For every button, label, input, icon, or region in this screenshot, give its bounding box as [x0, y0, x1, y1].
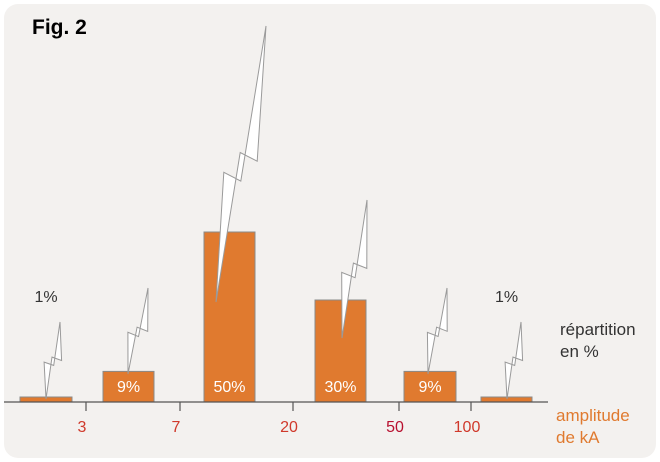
bar-value-label-5: 1% [495, 289, 518, 306]
y-axis-label-line-1: répartition [560, 320, 636, 339]
bar-value-label-2: 50% [213, 379, 245, 396]
bar-value-label-3: 30% [324, 379, 356, 396]
x-tick-label-3: 50 [386, 419, 404, 436]
figure-title: Fig. 2 [32, 16, 87, 39]
x-axis-label-line-2: de kA [556, 428, 600, 447]
x-tick-label-1: 7 [172, 419, 181, 436]
lightning-bolt-icon [215, 25, 267, 303]
lightning-bolt-icon [341, 199, 368, 339]
bar-1 [102, 370, 155, 403]
x-tick-label-2: 20 [280, 419, 298, 436]
lightning-bolt-icon [43, 321, 63, 400]
y-axis-label: répartition en % [560, 319, 636, 363]
x-axis-label: amplitude de kA [556, 405, 630, 449]
bar-3 [314, 299, 367, 403]
bar-value-label-4: 9% [418, 379, 441, 396]
bar-value-label-1: 9% [117, 379, 140, 396]
x-tick-label-4: 100 [454, 419, 481, 436]
bar-2 [203, 231, 256, 403]
x-tick-label-0: 3 [78, 419, 87, 436]
lightning-bolt-icon [127, 287, 149, 375]
bar-value-label-0: 1% [34, 289, 57, 306]
lightning-bolt-icon [504, 321, 524, 400]
y-axis-label-line-2: en % [560, 342, 599, 361]
x-axis-label-line-1: amplitude [556, 406, 630, 425]
lightning-bolt-icon [426, 287, 448, 375]
